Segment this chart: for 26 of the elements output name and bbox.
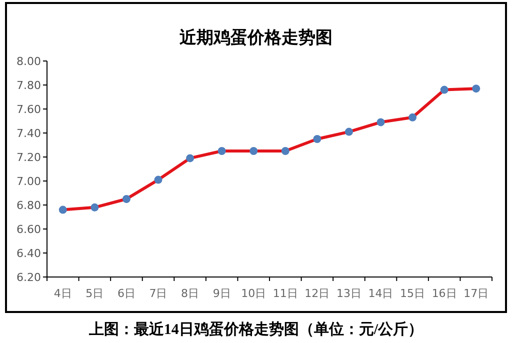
x-tick-label: 15日 xyxy=(400,287,426,300)
x-tick-label: 14日 xyxy=(368,287,394,300)
y-tick-label: 6.80 xyxy=(16,199,41,212)
x-tick-label: 7日 xyxy=(149,287,168,300)
chart-title: 近期鸡蛋价格走势图 xyxy=(178,28,332,47)
y-tick-label: 6.20 xyxy=(16,271,41,284)
x-tick-label: 6日 xyxy=(117,287,136,300)
x-tick-label: 17日 xyxy=(464,287,489,300)
y-tick-label: 7.40 xyxy=(16,127,41,140)
x-tick-label: 12日 xyxy=(304,287,330,300)
text: 上图：最近14日鸡蛋价格走势图（单位：元/公斤） xyxy=(88,321,424,338)
y-tick-label: 8.00 xyxy=(16,55,41,68)
x-tick-label: 5日 xyxy=(86,287,104,300)
y-tick-label: 7.60 xyxy=(16,103,41,116)
y-tick-label: 6.60 xyxy=(16,223,41,236)
x-tick-label: 16日 xyxy=(432,287,457,300)
y-tick-label: 7.00 xyxy=(16,175,41,188)
x-tick-label: 9日 xyxy=(212,287,231,300)
x-tick-label: 4日 xyxy=(54,287,72,300)
y-tick-label: 7.20 xyxy=(16,151,41,164)
x-tick-label: 13日 xyxy=(336,287,362,300)
x-tick-label: 10日 xyxy=(241,287,266,300)
x-tick-label: 8日 xyxy=(181,287,200,300)
y-tick-label: 7.80 xyxy=(16,79,41,92)
x-tick-label: 11日 xyxy=(272,287,298,300)
y-tick-label: 6.40 xyxy=(16,247,41,260)
